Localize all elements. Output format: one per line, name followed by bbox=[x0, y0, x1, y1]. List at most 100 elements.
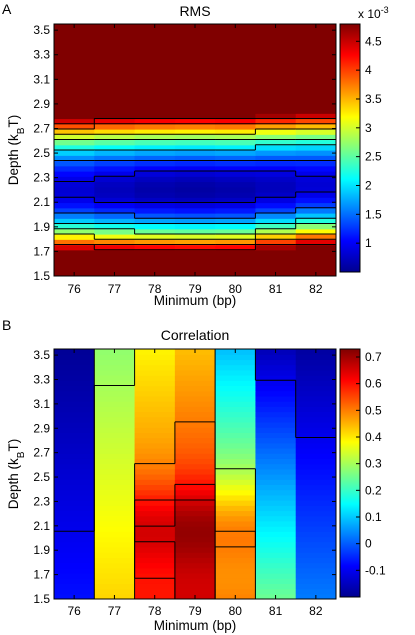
heatmap-cell bbox=[94, 572, 136, 579]
x-tick-label: 76 bbox=[67, 604, 81, 618]
heatmap-cell bbox=[255, 76, 297, 83]
heatmap-cell bbox=[255, 108, 297, 114]
heatmap-cell bbox=[134, 536, 176, 543]
heatmap-cell bbox=[134, 29, 176, 36]
heatmap-cell bbox=[174, 447, 216, 454]
heatmap-cell bbox=[54, 437, 95, 444]
heatmap-cell bbox=[174, 165, 216, 172]
heatmap-cell bbox=[174, 479, 216, 486]
heatmap-cell bbox=[295, 520, 336, 527]
heatmap-cell bbox=[134, 97, 176, 104]
contours-rms bbox=[54, 118, 336, 251]
heatmap-cell bbox=[174, 572, 216, 579]
heatmap-cell bbox=[215, 395, 256, 402]
heatmap-cell bbox=[215, 515, 256, 522]
heatmap-cell bbox=[215, 411, 256, 418]
heatmap-cell bbox=[134, 197, 176, 204]
x-tick-label: 77 bbox=[108, 604, 122, 618]
x-tick-label: 78 bbox=[148, 604, 162, 618]
heatmap-cell bbox=[134, 385, 176, 392]
heatmap-cell bbox=[134, 442, 176, 449]
heatmap-cell bbox=[134, 176, 176, 183]
heatmap-cell bbox=[174, 432, 216, 439]
heatmap-cell bbox=[134, 129, 176, 135]
heatmap-cell bbox=[94, 123, 136, 130]
heatmap-cell bbox=[255, 202, 297, 209]
heatmap-cell bbox=[215, 468, 256, 475]
heatmap-cell bbox=[54, 364, 95, 371]
heatmap-cell bbox=[215, 234, 256, 240]
heatmap-cell bbox=[54, 531, 95, 538]
heatmap-cell bbox=[174, 50, 216, 57]
heatmap-cell bbox=[94, 562, 136, 569]
heatmap-cell bbox=[54, 427, 95, 433]
heatmap-cell bbox=[94, 546, 136, 553]
x-tick-label: 77 bbox=[108, 282, 122, 296]
heatmap-cell bbox=[174, 427, 216, 433]
heatmap-cell bbox=[215, 421, 256, 428]
y-axis-label-correlation: Depth (kBT) bbox=[6, 439, 27, 509]
heatmap-cell bbox=[295, 81, 336, 88]
heatmap-cell bbox=[174, 385, 216, 392]
heatmap-cell bbox=[134, 401, 176, 407]
heatmap-cell bbox=[174, 108, 216, 114]
heatmap-cell bbox=[255, 139, 297, 146]
heatmap-cell bbox=[295, 505, 336, 512]
heatmap-cell bbox=[174, 588, 216, 595]
contour-line bbox=[134, 499, 216, 599]
heatmap-cell bbox=[54, 401, 95, 407]
heatmap-cell bbox=[295, 129, 336, 135]
heatmap-cell bbox=[215, 526, 256, 532]
heatmap-cell bbox=[255, 213, 297, 219]
heatmap-cell bbox=[295, 150, 336, 156]
heatmap-cell bbox=[215, 45, 256, 51]
heatmap-cell bbox=[255, 244, 297, 251]
heatmap-cell bbox=[174, 531, 216, 538]
heatmap-cell bbox=[54, 572, 95, 579]
heatmap-cell bbox=[215, 181, 256, 188]
heatmap-cell bbox=[54, 375, 95, 381]
heatmap-cell bbox=[215, 139, 256, 146]
heatmap-cell bbox=[295, 401, 336, 407]
heatmap-cell bbox=[215, 218, 256, 225]
x-tick-label: 81 bbox=[269, 604, 283, 618]
heatmap-cell bbox=[255, 557, 297, 564]
heatmap-cell bbox=[255, 489, 297, 496]
heatmap-cell bbox=[94, 505, 136, 512]
heatmap-cell bbox=[94, 500, 136, 506]
heatmap-cell bbox=[54, 160, 95, 167]
heatmap-cell bbox=[134, 510, 176, 517]
heatmap-cell bbox=[215, 562, 256, 569]
heatmap-cell bbox=[54, 139, 95, 146]
y-tick-label: 3.5 bbox=[33, 348, 50, 362]
heatmap-cell bbox=[174, 416, 216, 423]
heatmap-cell bbox=[215, 479, 256, 486]
heatmap-cell bbox=[54, 536, 95, 543]
heatmap-cell bbox=[54, 265, 95, 272]
heatmap-cell bbox=[215, 207, 256, 214]
heatmap-cell bbox=[215, 29, 256, 36]
heatmap-cell bbox=[215, 489, 256, 496]
heatmap-cell bbox=[94, 416, 136, 423]
heatmap-cell bbox=[255, 369, 297, 376]
heatmap-cell bbox=[295, 97, 336, 104]
heatmap-cell bbox=[255, 421, 297, 428]
heatmap-cell bbox=[94, 401, 136, 407]
heatmap-cell bbox=[174, 583, 216, 590]
heatmap-cell bbox=[255, 510, 297, 517]
heatmap-cell bbox=[255, 572, 297, 579]
y-ticks-correlation: 1.5 1.7 1.9 2.1 2.3 2.5 2.7 2.9 3.1 3.3 3.5 bbox=[33, 348, 336, 606]
heatmap-cell bbox=[174, 234, 216, 240]
heatmap-cell bbox=[255, 541, 297, 548]
heatmap-cell bbox=[54, 192, 95, 198]
heatmap-cell bbox=[54, 165, 95, 172]
heatmap-cell bbox=[215, 87, 256, 93]
heatmap-cell bbox=[295, 557, 336, 564]
heatmap-cell bbox=[94, 520, 136, 527]
heatmap-cell bbox=[215, 155, 256, 162]
heatmap-cell bbox=[174, 29, 216, 36]
heatmap-cell bbox=[255, 123, 297, 130]
heatmap-cell bbox=[54, 463, 95, 470]
heatmap-cell bbox=[255, 150, 297, 156]
